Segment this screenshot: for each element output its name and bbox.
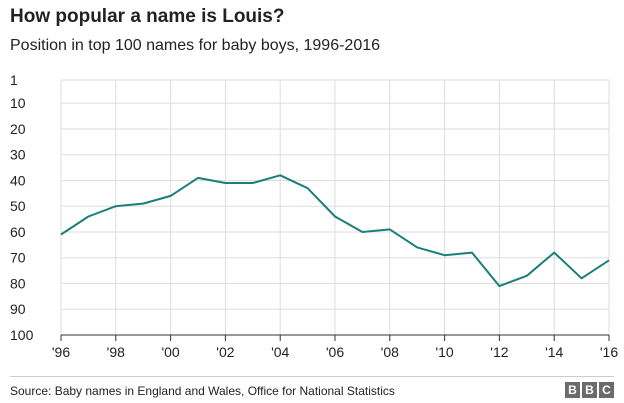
x-tick-label: '06 <box>326 344 344 360</box>
bbc-logo: B B C <box>565 382 614 398</box>
chart-title: How popular a name is Louis? <box>10 6 285 27</box>
y-tick-label: 90 <box>10 301 26 317</box>
y-tick-label: 60 <box>10 224 26 240</box>
x-tick-label: '14 <box>545 344 563 360</box>
y-tick-label: 20 <box>10 121 26 137</box>
x-tick-label: '96 <box>52 344 70 360</box>
series-line-louis <box>60 174 610 288</box>
logo-letter: B <box>582 382 597 398</box>
x-tick-label: '98 <box>107 344 125 360</box>
y-tick-label: 40 <box>10 172 26 188</box>
source-note: Source: Baby names in England and Wales,… <box>10 384 395 398</box>
y-tick-label: 100 <box>10 327 34 343</box>
y-tick-label: 1 <box>10 72 18 88</box>
x-tick-label: '04 <box>271 344 289 360</box>
x-tick-label: '00 <box>161 344 179 360</box>
x-tick-label: '08 <box>381 344 399 360</box>
y-tick-label: 50 <box>10 198 26 214</box>
x-tick-label: '02 <box>216 344 234 360</box>
footer-divider <box>10 376 614 377</box>
logo-letter: C <box>599 382 614 398</box>
y-tick-label: 10 <box>10 95 26 111</box>
x-tick-label: '10 <box>435 344 453 360</box>
line-chart: 1 10 20 30 40 50 60 70 80 90 100 '96 '98 '00 '02 '04 '06… <box>10 72 618 360</box>
x-tick-label: '16 <box>600 344 618 360</box>
logo-letter: B <box>565 382 580 398</box>
y-tick-label: 30 <box>10 147 26 163</box>
x-tick-label: '12 <box>490 344 508 360</box>
y-tick-label: 80 <box>10 275 26 291</box>
y-tick-label: 70 <box>10 250 26 266</box>
chart-subtitle: Position in top 100 names for baby boys,… <box>10 37 381 54</box>
